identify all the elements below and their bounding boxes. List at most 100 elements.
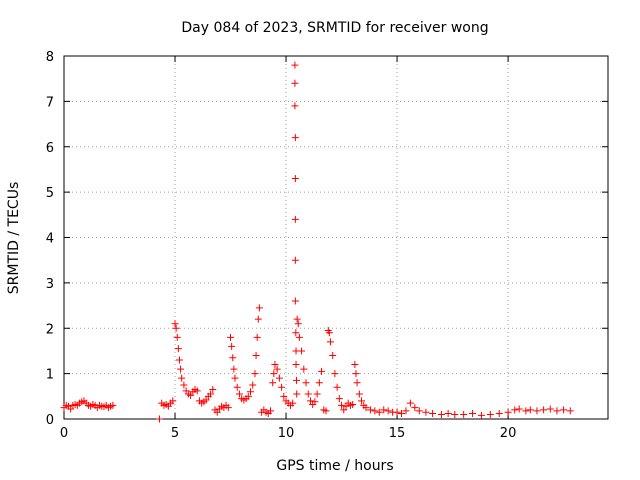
data-point xyxy=(193,387,201,395)
y-axis: 0 1 2 3 4 5 6 7 8 xyxy=(46,50,608,428)
data-point xyxy=(437,410,445,418)
data-point xyxy=(291,175,299,183)
data-point xyxy=(415,407,423,415)
data-point xyxy=(266,407,274,415)
data-point xyxy=(278,383,286,391)
x-tick-label: 15 xyxy=(389,426,406,441)
chart-title: Day 084 of 2023, SRMTID for receiver won… xyxy=(181,20,488,36)
data-point xyxy=(298,347,306,355)
data-point xyxy=(169,397,177,405)
y-tick-label: 2 xyxy=(46,322,54,337)
data-points xyxy=(60,61,574,423)
data-point xyxy=(444,410,452,418)
data-point xyxy=(318,367,326,375)
data-point xyxy=(172,324,180,332)
data-point xyxy=(313,390,321,398)
data-point xyxy=(291,102,299,110)
data-point xyxy=(289,399,297,407)
data-point xyxy=(207,390,215,398)
data-point xyxy=(202,396,210,404)
data-point xyxy=(269,379,277,387)
data-point xyxy=(522,407,530,415)
data-point xyxy=(429,410,437,418)
data-point xyxy=(235,390,243,398)
data-point xyxy=(546,405,554,413)
data-point xyxy=(291,61,299,69)
data-point xyxy=(155,415,163,423)
data-point xyxy=(275,374,283,382)
data-point xyxy=(177,365,185,373)
x-tick-label: 5 xyxy=(171,426,179,441)
y-tick-label: 4 xyxy=(46,232,54,247)
data-point xyxy=(340,406,348,414)
data-point xyxy=(230,365,238,373)
data-point xyxy=(406,399,414,407)
x-axis-label: GPS time / hours xyxy=(276,458,393,474)
grid xyxy=(64,56,608,419)
data-point xyxy=(511,406,519,414)
data-point xyxy=(231,374,239,382)
x-tick-label: 20 xyxy=(500,426,517,441)
data-point xyxy=(302,379,310,387)
data-point xyxy=(171,320,179,328)
data-point xyxy=(292,376,300,384)
data-point xyxy=(292,361,300,369)
data-point xyxy=(495,410,503,418)
data-point xyxy=(244,392,252,400)
data-point xyxy=(178,374,186,382)
data-point xyxy=(398,410,406,418)
x-axis: 0 5 10 15 20 xyxy=(60,56,516,441)
data-point xyxy=(300,365,308,373)
data-point xyxy=(322,407,330,415)
data-point xyxy=(362,404,370,412)
data-point xyxy=(295,333,303,341)
x-tick-label: 0 xyxy=(60,426,68,441)
x-tick-label: 10 xyxy=(278,426,295,441)
data-point xyxy=(273,365,281,373)
data-point xyxy=(252,351,260,359)
data-point xyxy=(366,406,374,414)
y-tick-label: 7 xyxy=(46,95,54,110)
data-point xyxy=(253,333,261,341)
data-point xyxy=(380,406,388,414)
data-point xyxy=(229,354,237,362)
y-tick-label: 6 xyxy=(46,141,54,156)
data-point xyxy=(349,400,357,408)
data-point xyxy=(294,320,302,328)
data-point xyxy=(375,408,383,416)
data-point xyxy=(338,401,346,409)
data-point xyxy=(371,407,379,415)
data-point xyxy=(326,338,334,346)
y-tick-label: 8 xyxy=(46,50,54,65)
data-point xyxy=(477,411,485,419)
data-point xyxy=(293,390,301,398)
y-tick-label: 5 xyxy=(46,186,54,201)
data-point xyxy=(249,381,257,389)
data-point xyxy=(251,370,259,378)
data-point xyxy=(526,406,534,414)
data-point xyxy=(325,329,333,337)
data-point xyxy=(515,405,523,413)
data-point xyxy=(504,408,512,416)
y-axis-label: SRMTID / TECUs xyxy=(6,182,22,295)
data-point xyxy=(352,370,360,378)
data-point xyxy=(540,406,548,414)
data-point xyxy=(173,333,181,341)
data-point xyxy=(560,406,568,414)
data-point xyxy=(469,410,477,418)
data-point xyxy=(293,315,301,323)
data-point xyxy=(67,405,75,413)
data-point xyxy=(255,304,263,312)
data-point xyxy=(533,407,541,415)
data-point xyxy=(566,407,574,415)
data-point xyxy=(209,386,217,394)
data-point xyxy=(291,297,299,305)
data-point xyxy=(224,404,232,412)
data-point xyxy=(291,256,299,264)
data-point xyxy=(174,345,182,353)
y-tick-label: 0 xyxy=(46,413,54,428)
data-point xyxy=(358,397,366,405)
data-point xyxy=(333,383,341,391)
data-point xyxy=(451,410,459,418)
